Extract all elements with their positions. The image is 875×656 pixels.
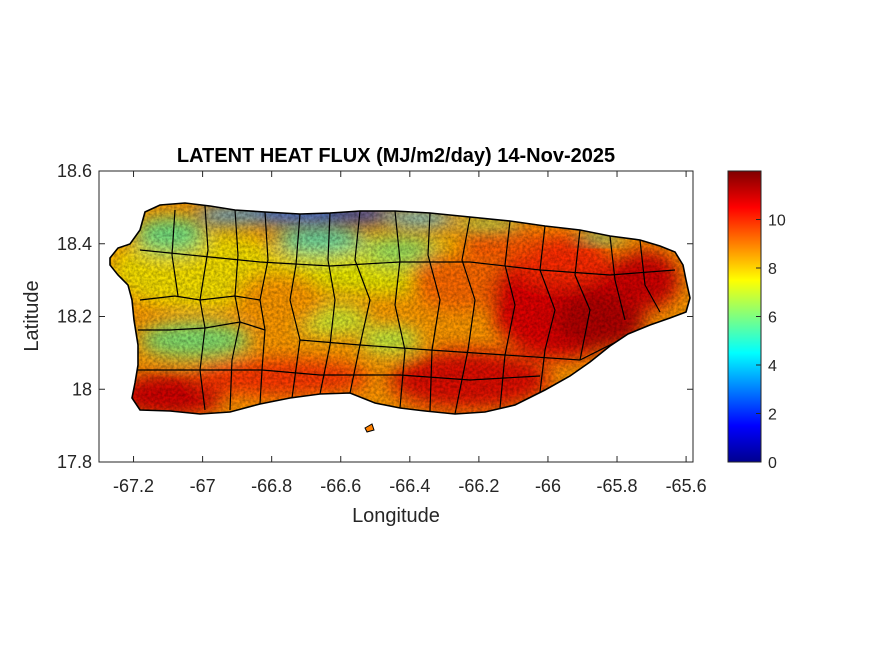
x-tick-label: -66.8 bbox=[251, 476, 292, 496]
colorbar-tick-label: 4 bbox=[768, 358, 777, 375]
colorbar-tick-label: 10 bbox=[768, 213, 786, 230]
y-tick-label: 18 bbox=[72, 379, 92, 399]
colorbar-tick-label: 6 bbox=[768, 310, 777, 327]
chart-title: LATENT HEAT FLUX (MJ/m2/day) 14-Nov-2025 bbox=[177, 145, 615, 167]
x-axis-ticks: -67.2 -67 -66.8 -66.6 -66.4 -66.2 -66 -65.8 -65.… bbox=[113, 171, 707, 496]
x-tick-label: -66.6 bbox=[320, 476, 361, 496]
colorbar-tick-label: 0 bbox=[768, 455, 777, 472]
colorbar-tick-label: 2 bbox=[768, 407, 777, 424]
x-tick-label: -67 bbox=[190, 476, 216, 496]
municipality-boundaries bbox=[135, 205, 676, 414]
y-tick-label: 18.2 bbox=[57, 307, 92, 327]
x-tick-label: -67.2 bbox=[113, 476, 154, 496]
x-tick-label: -66 bbox=[535, 476, 561, 496]
x-tick-label: -66.2 bbox=[458, 476, 499, 496]
x-tick-label: -65.6 bbox=[666, 476, 707, 496]
x-tick-label: -66.4 bbox=[389, 476, 430, 496]
y-tick-label: 17.8 bbox=[57, 452, 92, 472]
x-axis-label: Longitude bbox=[352, 505, 440, 527]
caja-de-muertos-island bbox=[364, 423, 375, 433]
y-tick-label: 18.4 bbox=[57, 234, 92, 254]
y-tick-label: 18.6 bbox=[57, 161, 92, 181]
y-axis-label: Latitude bbox=[21, 280, 43, 351]
colorbar-tick-label: 8 bbox=[768, 261, 777, 278]
colorbar bbox=[727, 170, 762, 463]
y-axis-ticks: 17.8 18 18.2 18.4 18.6 bbox=[57, 161, 693, 472]
x-tick-label: -65.8 bbox=[597, 476, 638, 496]
colorbar-ticks: 0 2 4 6 8 10 bbox=[756, 213, 786, 472]
